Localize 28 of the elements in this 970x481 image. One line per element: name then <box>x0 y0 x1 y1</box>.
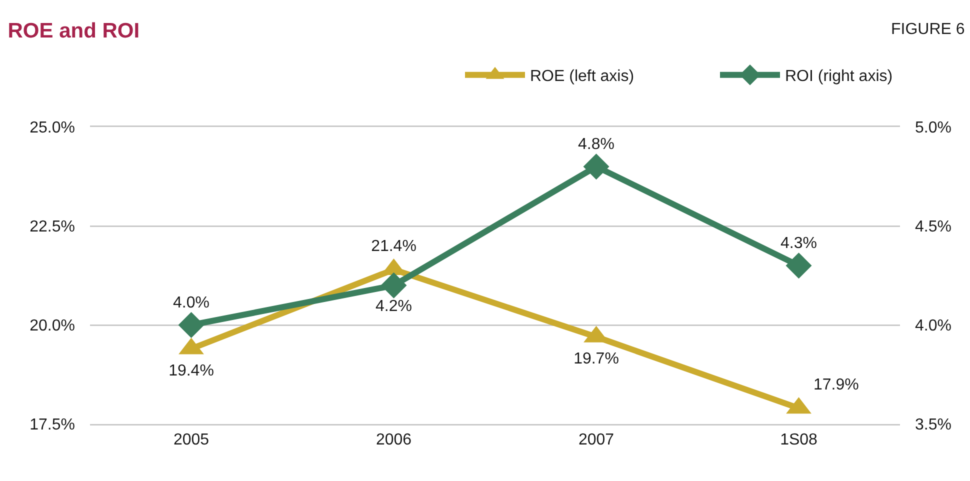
data-label: 4.2% <box>376 298 412 315</box>
data-label: 4.8% <box>578 136 614 154</box>
x-tick-label: 1S08 <box>780 432 818 449</box>
y2-tick-label: 5.0% <box>915 120 952 137</box>
data-label: 21.4% <box>371 238 416 255</box>
caption: FIGURE 6 <box>891 21 965 38</box>
y2-tick-label: 4.0% <box>915 318 952 335</box>
point <box>178 312 204 338</box>
point <box>583 154 610 180</box>
y-tick-label: 25.0% <box>30 120 75 137</box>
x-tick-label: 2007 <box>578 432 614 449</box>
legend-label: ROE (left axis) <box>530 68 634 86</box>
point <box>380 272 407 298</box>
y2-tick-label: 3.5% <box>915 416 952 434</box>
x-tick-label: 2006 <box>376 432 412 449</box>
y2-tick-label: 4.5% <box>915 218 952 236</box>
y-tick-label: 22.5% <box>30 218 75 236</box>
x-tick-label: 2005 <box>173 432 210 449</box>
y-tick-label: 17.5% <box>30 416 75 434</box>
data-label: 19.7% <box>574 350 619 368</box>
data-label: 4.3% <box>780 235 817 252</box>
chart-title: ROE and ROI <box>8 19 140 42</box>
data-label: 17.9% <box>814 376 859 394</box>
point <box>786 252 812 279</box>
data-label: 4.0% <box>173 294 210 312</box>
data-label: 19.4% <box>168 362 214 380</box>
legend-label: ROI (right axis) <box>785 68 893 86</box>
y-tick-label: 20.0% <box>30 318 75 335</box>
